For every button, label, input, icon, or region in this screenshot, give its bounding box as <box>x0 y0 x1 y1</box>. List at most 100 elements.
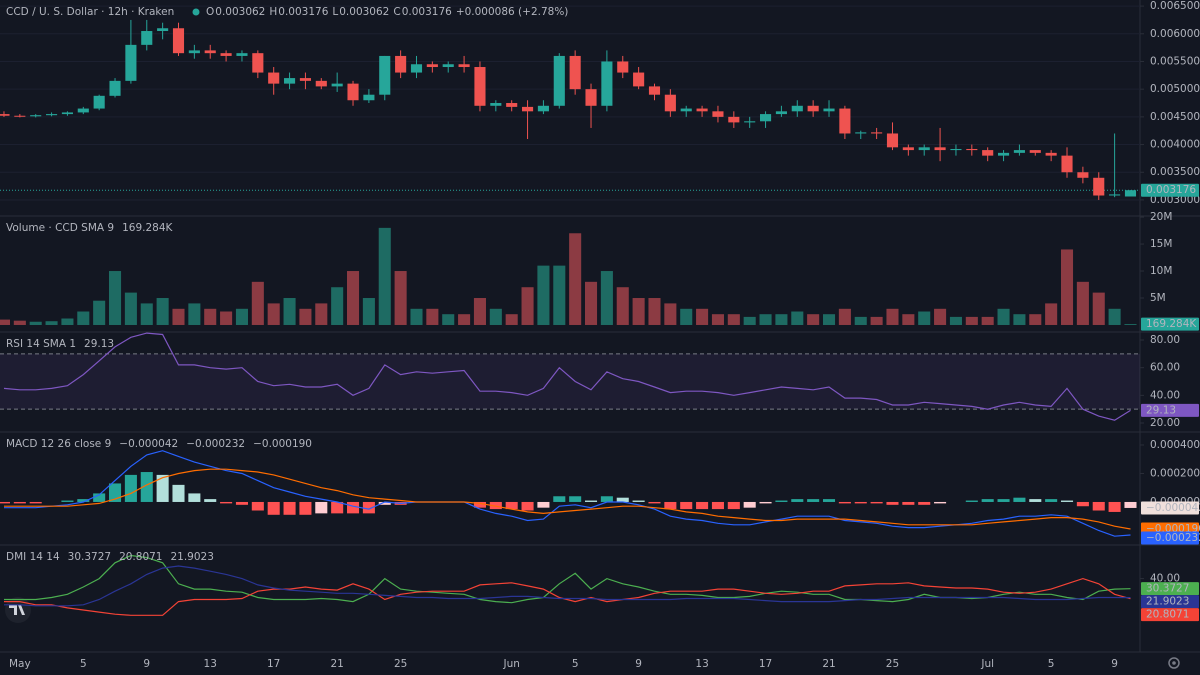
volume-bar <box>616 287 629 325</box>
y-tick-label: 15M <box>1150 238 1172 250</box>
volume-bar <box>29 321 42 325</box>
ohlc-value: 0.003062 <box>215 6 265 18</box>
volume-bar <box>664 303 677 325</box>
candle-body <box>1045 152 1057 156</box>
price-tag <box>1141 403 1199 417</box>
candle-body <box>61 112 73 115</box>
histogram-bar <box>124 474 137 502</box>
histogram-bar <box>473 501 486 508</box>
ohlc-value: 0.003062 <box>339 6 389 18</box>
volume-bar <box>362 298 375 325</box>
candle-body <box>807 105 819 112</box>
candle-body <box>823 108 835 112</box>
volume-bar <box>696 308 709 325</box>
candle-body <box>1093 177 1105 196</box>
legend-value: 21.9023 <box>170 551 213 563</box>
histogram-bar <box>1108 501 1121 512</box>
histogram-bar <box>331 501 344 514</box>
histogram-bar <box>854 501 867 504</box>
candle-body <box>569 55 581 90</box>
settings-icon[interactable] <box>1168 657 1180 669</box>
histogram-bar <box>759 501 772 504</box>
candle-body <box>474 67 486 106</box>
candle-body <box>1029 150 1041 153</box>
y-tick-label: 20.00 <box>1150 417 1180 429</box>
x-tick-label: 9 <box>1111 658 1118 670</box>
histogram-bar <box>1013 497 1026 502</box>
price-tag-label: 20.8071 <box>1146 609 1189 621</box>
volume-bar <box>854 316 867 325</box>
x-tick-label: 13 <box>695 658 708 670</box>
y-tick-label: 40.00 <box>1150 389 1180 401</box>
y-tick-label: 0.003000 <box>1150 194 1200 206</box>
volume-bar <box>584 281 598 325</box>
volume-bar <box>632 298 645 325</box>
candle-body <box>93 95 105 109</box>
volume-bar <box>331 287 344 325</box>
histogram-bar <box>870 501 883 504</box>
volume-bar <box>0 319 10 325</box>
panel: 0.006500 0.006000 0.005500 0.005000 0.004500… <box>0 0 1200 206</box>
legend-value: −0.000190 <box>253 438 312 450</box>
candle-body <box>648 86 661 95</box>
panel: 80.00 60.00 40.00 20.00 RSI 14 SMA 1 29.13 29.… <box>0 331 1200 429</box>
histogram-bar <box>489 501 502 510</box>
candle-body <box>728 116 740 123</box>
histogram-bar <box>696 501 709 510</box>
candle-body <box>379 55 391 95</box>
legend-value: −0.000232 <box>186 438 245 450</box>
x-tick-label: 21 <box>330 658 343 670</box>
volume-bar <box>489 308 502 325</box>
legend-value: 30.3727 <box>68 551 111 563</box>
histogram-bar <box>362 501 375 514</box>
ohlc-value: +0.000086 (+2.78%) <box>456 6 569 18</box>
volume-bar <box>235 308 248 325</box>
volume-bar <box>791 311 804 325</box>
candle-body <box>46 114 58 116</box>
histogram-bar <box>664 501 677 510</box>
histogram-bar <box>220 501 233 504</box>
candle-body <box>982 150 994 156</box>
price-tag-label: 30.3727 <box>1146 583 1189 595</box>
y-tick-label: 0.000400 <box>1150 439 1200 451</box>
histogram-bar <box>378 501 391 505</box>
volume-bar <box>902 314 915 325</box>
histogram-bar <box>0 501 10 504</box>
candle-body <box>188 50 200 54</box>
candle-body <box>490 103 502 106</box>
candle-body <box>172 28 185 54</box>
y-tick-label: 20M <box>1150 211 1172 223</box>
histogram-bar <box>204 499 217 502</box>
histogram-bar <box>283 501 296 515</box>
volume-bar <box>648 298 661 325</box>
volume-bar <box>822 314 836 325</box>
volume-bar <box>45 321 58 325</box>
candle-body <box>902 147 914 151</box>
volume-bar <box>553 265 566 325</box>
series-line <box>4 450 1131 537</box>
volume-bar <box>140 303 153 325</box>
price-tag <box>1141 582 1199 596</box>
candle-body <box>633 72 645 87</box>
histogram-bar <box>600 496 613 502</box>
candle-body <box>664 94 676 112</box>
volume-bar <box>775 314 788 325</box>
candle-body <box>1124 190 1137 197</box>
histogram-bar <box>315 501 328 514</box>
x-tick-label: 5 <box>1048 658 1055 670</box>
candle-body <box>712 111 724 117</box>
candle-body <box>395 55 407 73</box>
histogram-bar <box>537 501 550 508</box>
x-tick-label: May <box>9 658 31 670</box>
histogram-bar <box>1076 501 1089 507</box>
candle-body <box>236 53 248 56</box>
volume-bar <box>759 314 772 325</box>
volume-bar <box>965 316 978 325</box>
volume-bar <box>346 271 360 325</box>
volume-bar <box>220 311 233 325</box>
indicator-title: DMI 14 14 <box>6 551 60 563</box>
volume-bar <box>315 303 328 325</box>
candle-body <box>585 89 597 106</box>
